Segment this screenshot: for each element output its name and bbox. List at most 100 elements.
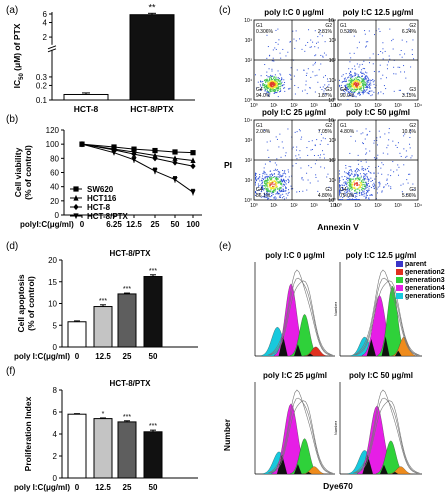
generation-peak-orange: [388, 466, 414, 475]
flow-dot: [269, 83, 271, 85]
flow-dot: [267, 188, 269, 190]
flow-dot: [397, 164, 399, 166]
flow-dot: [341, 176, 343, 178]
flow-dot: [265, 194, 267, 196]
flow-dot: [353, 184, 355, 186]
flow-dot: [363, 60, 365, 62]
flow-dot: [370, 187, 372, 189]
overlay-curve: [355, 280, 420, 356]
flow-dot: [314, 63, 316, 65]
flow-dot: [255, 177, 256, 179]
flow-dot: [347, 86, 349, 88]
flow-dot: [365, 183, 367, 185]
flow-dot: [320, 133, 322, 135]
flow-dot: [275, 86, 277, 88]
flow-dot: [267, 186, 269, 188]
x-axis-label: poly I:C(μg/ml): [14, 352, 70, 361]
flow-dot: [362, 78, 364, 80]
flow-dot: [287, 182, 289, 184]
legend-marker: [73, 213, 79, 220]
flow-dot: [403, 65, 405, 67]
quadrant-value-G1: 2.00%: [256, 129, 271, 135]
flow-dot: [359, 181, 361, 183]
y-tick-label: 0: [53, 343, 58, 352]
flow-dot: [363, 86, 365, 88]
flow-dot: [292, 146, 294, 148]
flow-dot: [281, 141, 283, 143]
flow-dot: [278, 91, 280, 93]
flow-dot: [280, 156, 282, 158]
flow-dot: [276, 82, 278, 84]
flow-dot: [282, 147, 284, 149]
flow-dot: [392, 48, 394, 50]
flow-dot: [276, 169, 278, 171]
data-point-SW620: [190, 150, 196, 156]
flow-dot: [255, 191, 256, 193]
flow-dot: [267, 179, 269, 181]
flow-dot: [275, 176, 277, 178]
flow-dot: [288, 189, 290, 191]
flow-dot: [266, 74, 268, 76]
flow-dot: [317, 180, 319, 182]
flow-dot: [352, 79, 354, 81]
flow-dot: [364, 178, 366, 180]
flow-dot: [316, 42, 318, 44]
flow-dot: [277, 173, 279, 175]
flow-dot: [267, 85, 269, 87]
x-tick-label: 0: [80, 220, 85, 229]
flow-dot: [339, 193, 340, 195]
flow-dot: [282, 190, 284, 192]
flow-dot: [356, 80, 358, 82]
flow-dot: [346, 176, 348, 178]
flow-dot: [356, 88, 358, 90]
flow-dot: [376, 192, 378, 194]
flow-dot: [347, 180, 349, 182]
flow-dot: [274, 178, 276, 180]
flow-dot: [275, 86, 277, 88]
flow-dot: [367, 93, 369, 95]
flow-dot: [366, 89, 368, 91]
flow-dot: [352, 85, 354, 87]
flow-dot: [276, 85, 278, 87]
legend-swatch-generation2: [396, 269, 403, 275]
flow-dot: [341, 189, 343, 191]
flow-dot: [354, 183, 356, 185]
flow-dot: [389, 58, 391, 60]
y-tick-label: 15: [48, 278, 57, 287]
flow-dot: [314, 55, 316, 57]
flow-dot: [387, 144, 389, 146]
flow-dot: [287, 194, 289, 196]
flow-dot: [264, 129, 266, 131]
flow-dot: [365, 181, 367, 183]
x-axis-label: poly I:C(μg/ml): [14, 483, 70, 492]
flow-dot: [356, 86, 358, 88]
flow-dot: [277, 89, 279, 91]
flow-dot: [384, 50, 386, 52]
flow-dot: [364, 184, 366, 186]
flow-dot: [274, 87, 276, 89]
flow-dot: [255, 181, 256, 183]
flow-dot: [269, 186, 271, 188]
chart-title: HCT-8/PTX: [110, 249, 152, 258]
flow-dot: [275, 29, 277, 31]
flow-dot: [264, 79, 266, 81]
flow-dot: [348, 84, 350, 86]
flow-dot: [351, 192, 353, 194]
flow-dot: [269, 89, 271, 91]
flow-dot: [266, 86, 268, 88]
overlap-region: [276, 454, 288, 474]
flow-dot: [264, 183, 266, 185]
flow-dot: [266, 188, 268, 190]
flow-dot: [262, 173, 264, 175]
flow-dot: [379, 183, 381, 185]
flow-dot: [279, 52, 281, 54]
flow-dot: [350, 194, 352, 196]
flow-dot: [366, 86, 368, 88]
flow-dot: [296, 146, 298, 148]
data-point-HCT-8: [111, 146, 117, 153]
data-point-HCT-8/PTX: [131, 157, 137, 163]
legend-marker: [73, 203, 79, 211]
quadrant-value-G4: 94.0%: [256, 93, 271, 99]
flow-dot: [349, 70, 351, 72]
flow-dot: [255, 74, 256, 76]
